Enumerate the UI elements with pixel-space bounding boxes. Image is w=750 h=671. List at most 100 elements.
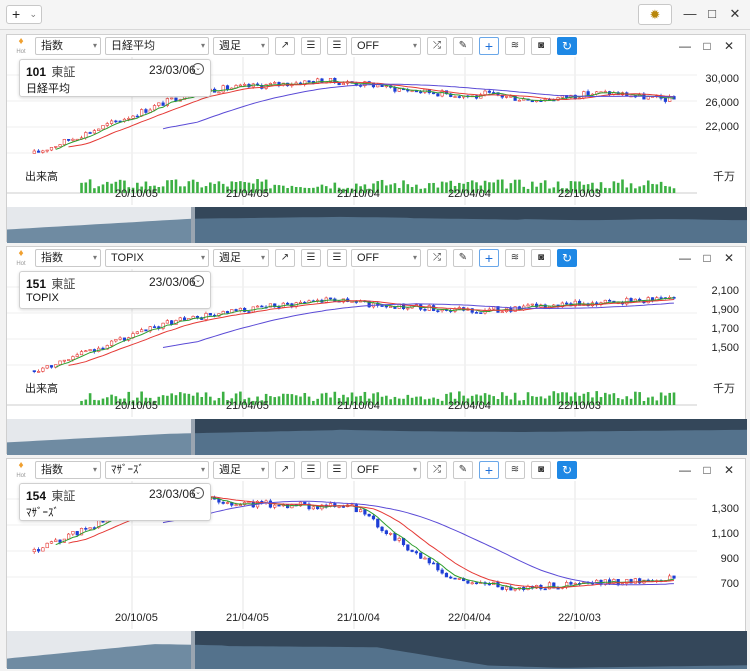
- volume-bar: [178, 392, 182, 405]
- period-select[interactable]: 週足 ▾: [213, 249, 269, 267]
- candle-body: [504, 586, 509, 590]
- candle-body: [389, 306, 393, 308]
- candle-body: [135, 115, 139, 118]
- align-left-button[interactable]: ☰: [301, 37, 321, 55]
- candle-body: [144, 109, 148, 113]
- indicator-select[interactable]: OFF ▾: [351, 249, 421, 267]
- candle-body: [431, 92, 436, 95]
- type-select[interactable]: 指数 ▾: [35, 461, 101, 479]
- refresh-button[interactable]: ↻: [557, 461, 577, 479]
- minimize-icon: —: [679, 463, 691, 477]
- panel-close-button[interactable]: ✕: [721, 250, 737, 266]
- panel-close-button[interactable]: ✕: [721, 38, 737, 54]
- screenshot-button[interactable]: ◙: [531, 37, 551, 55]
- volume-bar: [419, 396, 422, 405]
- refresh-button[interactable]: ↻: [557, 37, 577, 55]
- align-left-button[interactable]: ☰: [301, 461, 321, 479]
- crosshair-button[interactable]: +: [479, 249, 499, 267]
- compare-button[interactable]: ≋: [505, 249, 525, 267]
- moving-average-line: [162, 302, 674, 348]
- indicator-select[interactable]: OFF ▾: [351, 461, 421, 479]
- panel-maximize-button[interactable]: □: [699, 38, 715, 54]
- align-right-button[interactable]: ☰: [327, 461, 347, 479]
- candle-body: [97, 128, 101, 131]
- screenshot-button[interactable]: ◙: [531, 461, 551, 479]
- compare-button[interactable]: ≋: [505, 37, 525, 55]
- compare-button[interactable]: ≋: [505, 461, 525, 479]
- align-left-button[interactable]: ☰: [301, 249, 321, 267]
- candlestick-chart[interactable]: [7, 269, 747, 455]
- refresh-button[interactable]: ↻: [557, 249, 577, 267]
- volume-bar: [616, 182, 620, 193]
- period-select[interactable]: 週足 ▾: [213, 37, 269, 55]
- add-chart-button[interactable]: + ⌄: [6, 5, 42, 24]
- candle-body: [350, 301, 354, 303]
- volume-bar: [432, 182, 435, 193]
- volume-bar: [440, 400, 444, 405]
- candle-body: [470, 308, 474, 313]
- panel-minimize-button[interactable]: —: [677, 38, 693, 54]
- candle-body: [88, 349, 92, 352]
- chevron-down-circle-icon[interactable]: ⌄: [192, 487, 204, 499]
- panel-minimize-button[interactable]: —: [677, 250, 693, 266]
- volume-bar: [513, 392, 517, 405]
- volume-bar: [140, 391, 143, 405]
- align-right-button[interactable]: ☰: [327, 249, 347, 267]
- draw-button[interactable]: ✎: [453, 461, 473, 479]
- panel-close-button[interactable]: ✕: [721, 462, 737, 478]
- candlestick-chart[interactable]: [7, 481, 747, 669]
- index-select[interactable]: 日経平均 ▾: [105, 37, 209, 55]
- align-right-button[interactable]: ☰: [327, 37, 347, 55]
- minimize-window-button[interactable]: —: [681, 5, 699, 23]
- screenshot-button[interactable]: ◙: [531, 249, 551, 267]
- volume-bar: [668, 186, 672, 193]
- align-left-icon: ☰: [306, 40, 316, 51]
- flame-icon: ♦: [18, 248, 24, 259]
- navigator-handle[interactable]: [191, 207, 195, 243]
- shuffle-button[interactable]: ⤮: [427, 461, 447, 479]
- crosshair-button[interactable]: +: [479, 461, 499, 479]
- volume-bar: [599, 182, 603, 193]
- trendline-button[interactable]: ↗: [275, 37, 295, 55]
- volume-bar: [110, 183, 113, 193]
- shuffle-button[interactable]: ⤮: [427, 249, 447, 267]
- symbol-info-box[interactable]: 101 東証 23/03/06 ⌄ 日経平均: [19, 59, 211, 97]
- candle-body: [234, 504, 238, 506]
- crosshair-button[interactable]: +: [479, 37, 499, 55]
- volume-bar: [565, 188, 568, 193]
- candle-body: [178, 317, 182, 321]
- index-select[interactable]: ﾏｻﾞｰｽﾞ ▾: [105, 461, 209, 479]
- navigator-handle[interactable]: [191, 419, 195, 455]
- symbol-info-box[interactable]: 154 東証 23/03/06 ⌄ ﾏｻﾞｰｽﾞ: [19, 483, 211, 521]
- close-window-button[interactable]: ✕: [726, 5, 744, 23]
- index-select[interactable]: TOPIX ▾: [105, 249, 209, 267]
- type-select[interactable]: 指数 ▾: [35, 37, 101, 55]
- maximize-window-button[interactable]: □: [703, 5, 721, 23]
- panel-maximize-button[interactable]: □: [699, 250, 715, 266]
- chevron-down-circle-icon[interactable]: ⌄: [192, 275, 204, 287]
- top-bar: + ⌄ ✹ — □ ✕: [0, 0, 750, 30]
- panel-minimize-button[interactable]: —: [677, 462, 693, 478]
- shuffle-button[interactable]: ⤮: [427, 37, 447, 55]
- period-select[interactable]: 週足 ▾: [213, 461, 269, 479]
- chevron-down-circle-icon[interactable]: ⌄: [192, 63, 204, 75]
- settings-button[interactable]: ✹: [638, 4, 672, 25]
- volume-bar: [166, 180, 169, 193]
- camera-icon: ◙: [537, 252, 545, 263]
- indicator-select[interactable]: OFF ▾: [351, 37, 421, 55]
- trendline-button[interactable]: ↗: [275, 461, 295, 479]
- chevron-down-icon: ▾: [260, 465, 265, 474]
- candle-body: [238, 504, 242, 506]
- candle-body: [530, 303, 534, 306]
- candle-body: [92, 130, 97, 134]
- candle-body: [109, 120, 114, 124]
- candle-body: [105, 123, 109, 126]
- trendline-button[interactable]: ↗: [275, 249, 295, 267]
- type-select[interactable]: 指数 ▾: [35, 249, 101, 267]
- panel-maximize-button[interactable]: □: [699, 462, 715, 478]
- x-axis-label: 22/04/04: [448, 400, 491, 412]
- draw-button[interactable]: ✎: [453, 37, 473, 55]
- navigator-handle[interactable]: [191, 631, 195, 669]
- symbol-info-box[interactable]: 151 東証 23/03/06 ⌄ TOPIX: [19, 271, 211, 309]
- draw-button[interactable]: ✎: [453, 249, 473, 267]
